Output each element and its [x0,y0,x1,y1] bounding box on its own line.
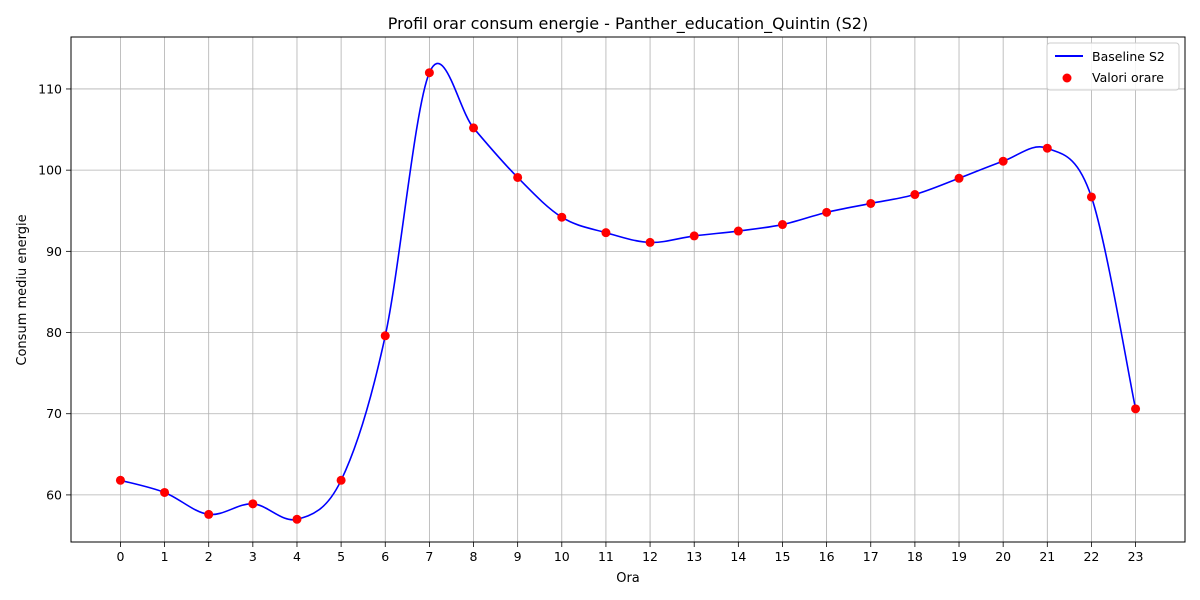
hourly-point [645,237,655,247]
y-tick-label: 110 [38,81,62,96]
hourly-point [380,331,390,341]
hourly-point [292,514,302,524]
legend-label-hourly: Valori orare [1092,70,1164,85]
x-tick-label: 20 [995,549,1011,564]
x-tick-label: 15 [775,549,791,564]
x-tick-label: 21 [1039,549,1055,564]
x-tick-label: 5 [337,549,345,564]
hourly-point [998,156,1008,166]
hourly-point [513,172,523,182]
x-tick-label: 9 [514,549,522,564]
hourly-point [160,487,170,497]
hourly-point [777,220,787,230]
x-tick-label: 18 [907,549,923,564]
hourly-point [469,123,479,133]
x-ticks: 0 1 2 3 4 5 6 7 8 9 10 11 12 13 14 15 16 17 18 19 20 21 22 23 [116,542,1144,564]
y-tick-label: 70 [46,406,62,421]
x-tick-label: 7 [425,549,433,564]
hourly-point [822,207,832,217]
points-layer [115,68,1141,524]
x-tick-label: 11 [598,549,614,564]
x-tick-label: 16 [819,549,835,564]
x-tick-label: 3 [249,549,257,564]
hourly-point [910,190,920,200]
y-tick-label: 100 [38,163,62,178]
x-tick-label: 0 [116,549,124,564]
legend-marker-swatch [1062,73,1072,83]
x-tick-label: 14 [730,549,746,564]
hourly-point [336,475,346,485]
y-tick-label: 80 [46,325,62,340]
hourly-point [1131,404,1141,414]
chart-title: Profil orar consum energie - Panther_edu… [388,14,868,34]
hourly-point [689,231,699,241]
x-tick-label: 1 [161,549,169,564]
hourly-point [866,198,876,208]
hourly-point [733,226,743,236]
hourly-point [1042,143,1052,153]
x-tick-label: 8 [470,549,478,564]
y-tick-label: 90 [46,244,62,259]
y-tick-label: 60 [46,487,62,502]
x-tick-label: 2 [205,549,213,564]
hourly-point [248,499,258,509]
x-axis-label: Ora [616,571,640,586]
x-tick-label: 4 [293,549,301,564]
x-tick-label: 17 [863,549,879,564]
hourly-point [954,173,964,183]
hourly-point [601,228,611,238]
legend-label-baseline: Baseline S2 [1092,49,1165,64]
x-tick-label: 13 [686,549,702,564]
hourly-point [424,68,434,78]
legend: Baseline S2 Valori orare [1046,42,1180,91]
grid-layer [71,37,1185,542]
plot-frame [70,36,1186,543]
y-ticks: 60 70 80 90 100 110 [38,81,71,502]
x-tick-label: 22 [1083,549,1099,564]
x-tick-label: 12 [642,549,658,564]
legend-box [1046,42,1180,91]
hourly-point [115,475,125,485]
y-axis-label: Consum mediu energie [15,214,30,365]
x-tick-label: 10 [554,549,570,564]
x-tick-label: 23 [1128,549,1144,564]
hourly-point [557,212,567,222]
x-tick-label: 6 [381,549,389,564]
hourly-point [1086,192,1096,202]
hourly-point [204,509,214,519]
x-tick-label: 19 [951,549,967,564]
